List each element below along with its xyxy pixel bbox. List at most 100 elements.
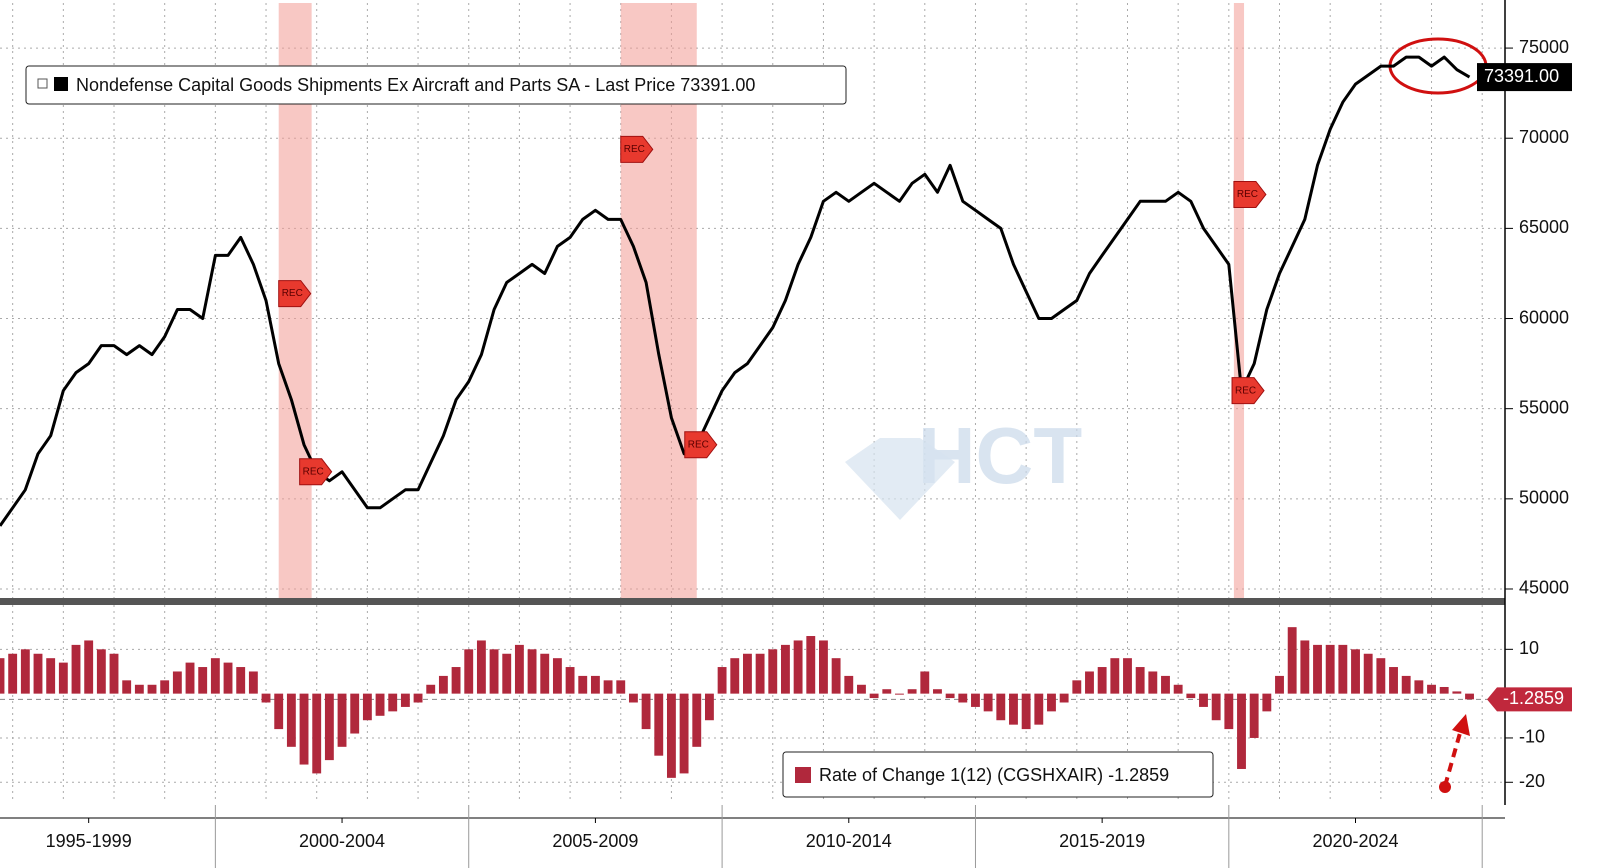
bar [1249,693,1259,738]
bar [983,693,993,712]
y-tick-label: 60000 [1519,307,1569,327]
bar [400,693,410,707]
bar [692,693,702,747]
bar [1452,691,1462,694]
bar [1123,658,1132,694]
bar [198,667,208,694]
bar [1262,693,1272,712]
bar [882,689,892,694]
bar [1021,693,1031,730]
bar [1047,693,1056,712]
bar [603,680,613,694]
bar [616,680,626,694]
bar [1211,693,1221,721]
bar [84,640,94,694]
bar [1275,675,1284,694]
y-tick-label: 75000 [1519,37,1569,57]
watermark-logo [845,438,955,520]
legend-label: Rate of Change 1(12) (CGSHXAIR) -1.2859 [819,765,1169,785]
bar [1287,627,1297,694]
bar [1325,644,1335,694]
bar [413,693,423,703]
bar [46,658,56,694]
bar [793,640,803,694]
bar [819,640,828,694]
x-tick-label: 2010-2014 [806,831,892,851]
legend-label: Nondefense Capital Goods Shipments Ex Ai… [76,75,755,95]
bar [20,649,30,694]
bar [742,653,752,694]
bar [58,662,68,694]
bar [1148,671,1158,694]
legend-toggle [37,78,48,89]
bar [96,649,106,694]
bar [375,693,385,716]
bar [869,693,879,699]
bar [628,693,638,703]
recession-flag-label: REC [1235,385,1256,396]
bar [1161,675,1170,694]
bar [1427,684,1436,694]
bar [1135,667,1145,694]
panel-separator [0,598,1505,605]
recession-flag [1233,180,1267,208]
bar [426,684,436,694]
bar [1338,644,1348,694]
bar [1224,693,1234,730]
bar [1009,693,1018,725]
bar [1300,640,1310,694]
bar [996,693,1006,721]
recession-flag-label: REC [624,144,645,155]
bar [679,693,689,774]
bar [1186,693,1196,699]
bar [540,653,550,694]
bar [717,667,727,694]
bar [388,693,398,712]
recession-flag-label: REC [1237,189,1258,200]
x-tick-label: 2000-2004 [299,831,385,851]
bar [1389,667,1398,694]
bar [565,667,575,694]
arrow-head [1452,714,1470,736]
x-tick-label: 2005-2009 [552,831,638,851]
bar [704,693,714,721]
recession-flag [299,458,333,486]
last-value-box [1487,687,1572,712]
bar [236,667,246,694]
bar [730,658,740,694]
bar [337,693,347,747]
bar [147,684,157,694]
bar [33,653,43,694]
bar [1401,675,1411,694]
arrow-tail [1439,781,1451,793]
bar [755,653,765,694]
bar [274,693,284,730]
y-tick-label: 55000 [1519,397,1569,417]
bar [223,662,233,694]
bar [1313,644,1322,694]
x-tick-label: 2015-2019 [1059,831,1145,851]
recession-flag [278,280,312,308]
recession-flag-label: REC [303,466,324,477]
bar [1110,658,1120,694]
bar [1376,658,1386,694]
bar [502,653,512,694]
bar [1059,693,1069,703]
x-tick-label: 1995-1999 [46,831,132,851]
bar [1439,686,1449,694]
y-tick-label: 70000 [1519,127,1569,147]
bar [1351,649,1360,694]
recession-flag [684,431,718,459]
bar [920,671,930,694]
bar [844,675,854,694]
bar [1465,693,1474,700]
recession-flag [1231,377,1265,405]
bar [160,680,170,694]
bar [0,658,5,694]
bar [857,684,866,694]
bar [312,693,322,774]
bar [210,658,220,694]
bar [654,693,664,756]
bar [781,644,790,694]
